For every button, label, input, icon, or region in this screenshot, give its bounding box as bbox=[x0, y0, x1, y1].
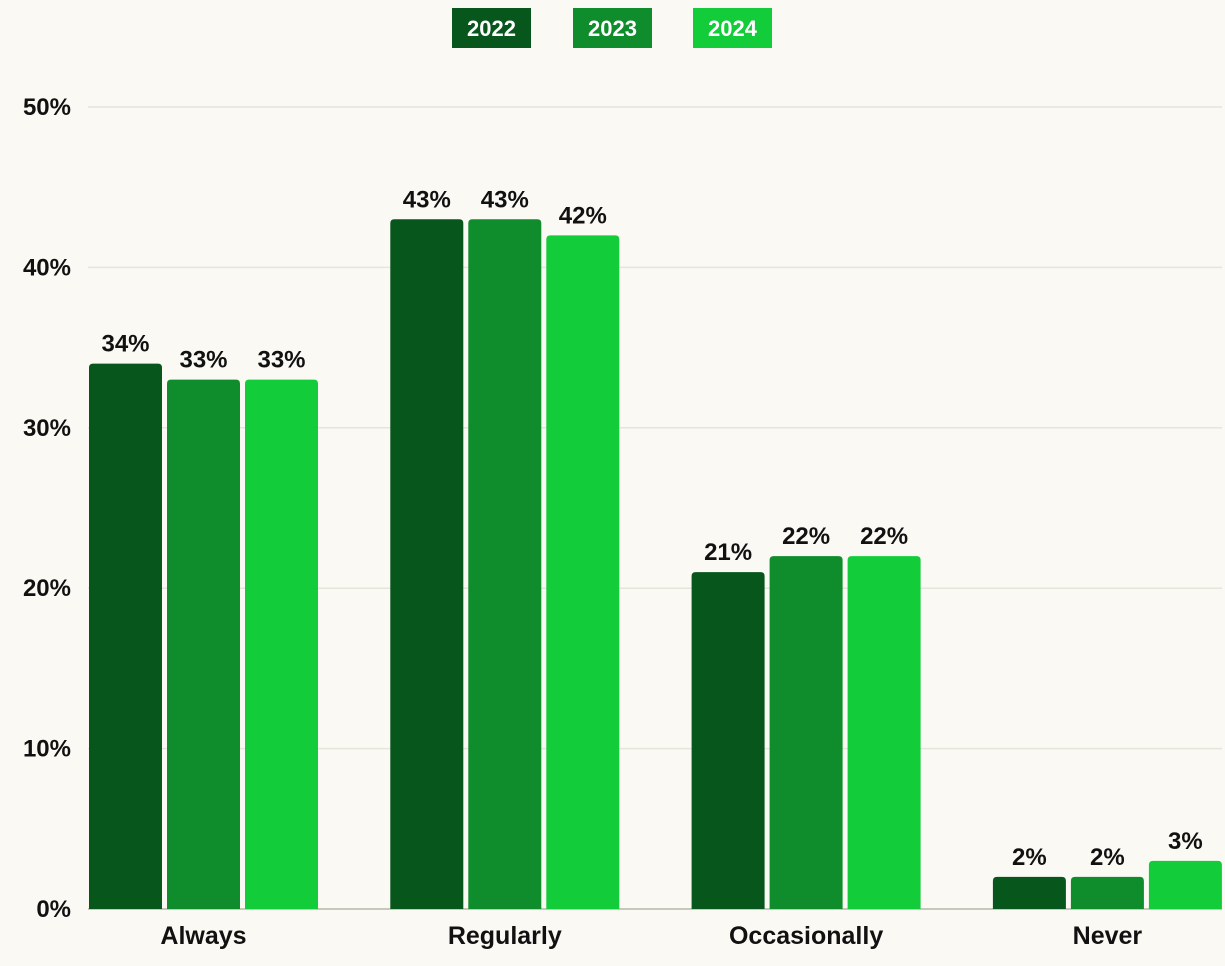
legend-swatch-2024 bbox=[693, 8, 772, 48]
category-label-always: Always bbox=[160, 922, 246, 950]
value-label: 2% bbox=[1012, 844, 1047, 871]
y-tick-label: 50% bbox=[23, 94, 71, 121]
legend-label-2022: 2022 bbox=[467, 16, 516, 41]
value-label: 22% bbox=[860, 523, 908, 550]
bars bbox=[89, 219, 1222, 909]
legend-label-2024: 2024 bbox=[708, 16, 758, 41]
legend-label-2023: 2023 bbox=[588, 16, 637, 41]
y-tick-label: 10% bbox=[23, 736, 71, 763]
legend-swatch-2022 bbox=[452, 8, 531, 48]
y-tick-label: 0% bbox=[36, 896, 71, 923]
bar-occasionally-2022 bbox=[691, 572, 765, 909]
bar-occasionally-2023 bbox=[769, 556, 843, 909]
bar-regularly-2023 bbox=[468, 219, 542, 909]
y-tick-label: 30% bbox=[23, 415, 71, 442]
bar-never-2022 bbox=[992, 876, 1066, 909]
bar-regularly-2024 bbox=[546, 235, 620, 909]
category-label-occasionally: Occasionally bbox=[729, 922, 883, 950]
value-label: 33% bbox=[257, 347, 305, 374]
bar-occasionally-2024 bbox=[847, 556, 921, 909]
category-label-regularly: Regularly bbox=[448, 922, 562, 950]
value-label: 21% bbox=[704, 539, 752, 566]
legend-swatch-2023 bbox=[573, 8, 652, 48]
bar-never-2023 bbox=[1070, 876, 1144, 909]
y-tick-label: 20% bbox=[23, 575, 71, 602]
value-label: 42% bbox=[559, 202, 607, 229]
value-label: 33% bbox=[179, 347, 227, 374]
y-axis-tick-labels: 0% 10% 20% 30% 40% 50% bbox=[23, 94, 71, 923]
value-label: 43% bbox=[481, 186, 529, 213]
bar-regularly-2022 bbox=[390, 219, 464, 909]
bar-always-2022 bbox=[89, 363, 162, 909]
value-label: 34% bbox=[101, 331, 149, 358]
legend: 2022 2023 2024 bbox=[452, 8, 772, 48]
value-label: 3% bbox=[1168, 828, 1203, 855]
bar-never-2024 bbox=[1148, 860, 1222, 909]
category-label-never: Never bbox=[1073, 922, 1143, 950]
value-label: 43% bbox=[403, 186, 451, 213]
value-labels: 34% 33% 33% 43% 43% 42% 21% 22% 22% 2% 2% 3% bbox=[101, 186, 1202, 871]
x-axis-category-labels: Always Regularly Occasionally Never bbox=[160, 922, 1142, 950]
value-label: 2% bbox=[1090, 844, 1125, 871]
bar-always-2023 bbox=[167, 379, 240, 909]
value-label: 22% bbox=[782, 523, 830, 550]
bar-always-2024 bbox=[245, 379, 318, 909]
y-tick-label: 40% bbox=[23, 254, 71, 281]
